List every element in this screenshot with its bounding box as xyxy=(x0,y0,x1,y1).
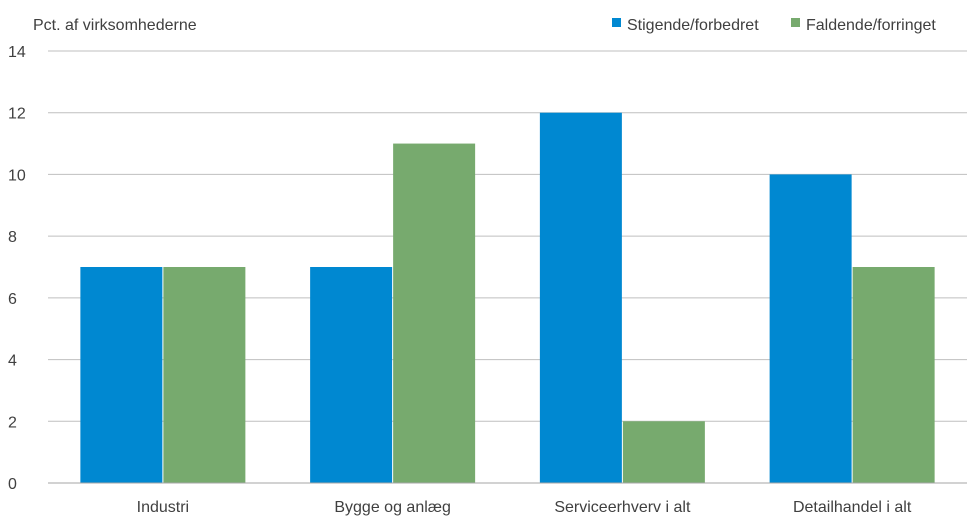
category-label: Serviceerhverv i alt xyxy=(554,499,691,516)
bar xyxy=(163,267,246,483)
legend-entry: Faldende/forringet xyxy=(806,17,936,34)
y-tick-label: 12 xyxy=(8,106,26,123)
bar xyxy=(393,143,476,484)
legend-swatch xyxy=(791,18,800,27)
category-label: Bygge og anlæg xyxy=(334,499,451,516)
bar xyxy=(539,112,622,483)
y-tick-labels: 0 2 4 6 8 10 12 14 xyxy=(8,44,26,493)
y-tick-label: 8 xyxy=(8,229,17,246)
bar xyxy=(80,267,163,483)
bar xyxy=(852,267,935,483)
category-label: Industri xyxy=(137,499,189,516)
legend-swatch xyxy=(612,18,621,27)
bar xyxy=(769,174,852,483)
bar xyxy=(622,421,705,483)
bar xyxy=(310,267,393,483)
category-labels: Industri Bygge og anlæg Serviceerhverv i a… xyxy=(137,499,912,516)
legend-entry: Stigende/forbedret xyxy=(627,17,759,34)
bars xyxy=(80,112,935,484)
y-tick-label: 6 xyxy=(8,291,17,308)
y-axis-label: Pct. af virksomhederne xyxy=(33,17,197,34)
y-tick-label: 2 xyxy=(8,414,17,431)
category-label: Detailhandel i alt xyxy=(793,499,912,516)
y-tick-label: 14 xyxy=(8,44,26,61)
legend: Stigende/forbedret Faldende/forringet xyxy=(612,17,936,34)
y-tick-label: 10 xyxy=(8,167,26,184)
y-tick-label: 0 xyxy=(8,476,17,493)
y-tick-label: 4 xyxy=(8,353,17,370)
